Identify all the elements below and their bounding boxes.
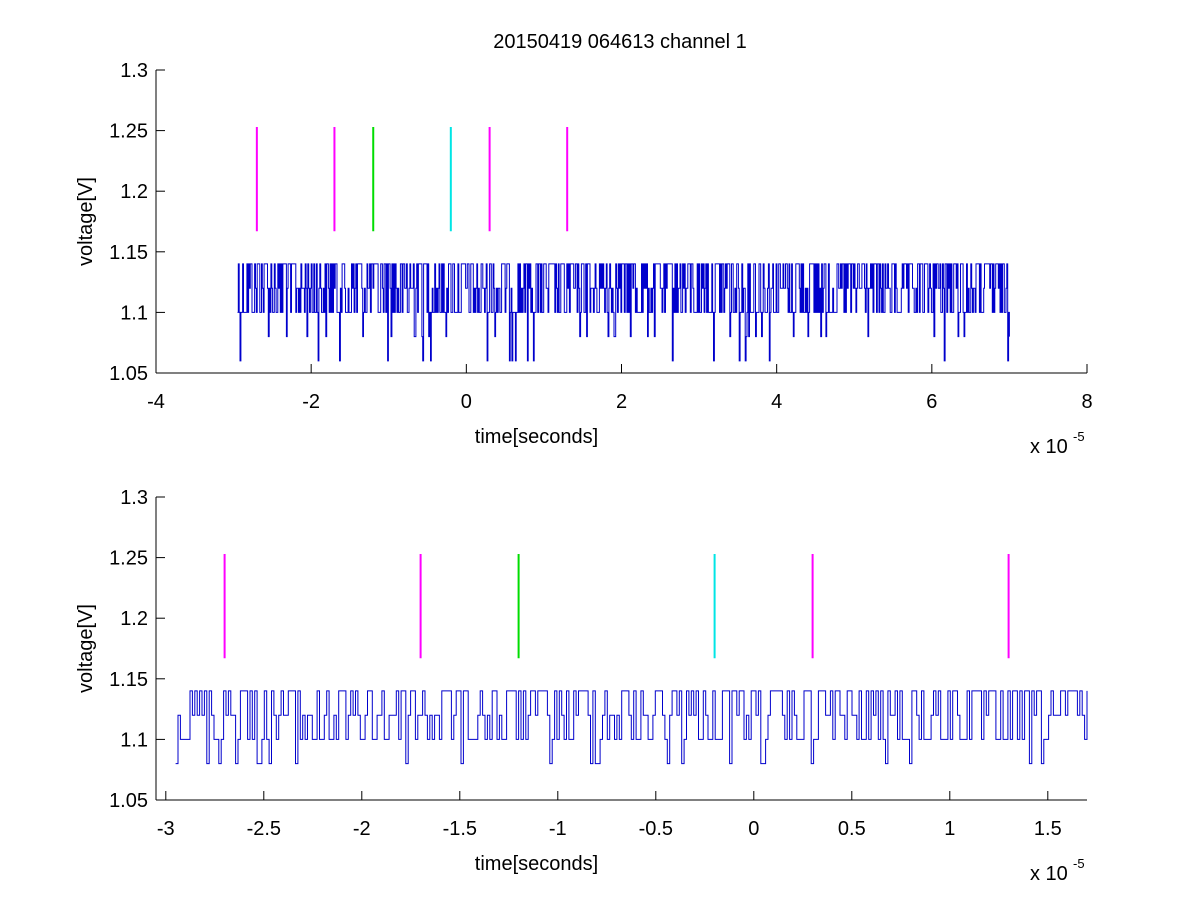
x-multiplier-label: x 10 — [1030, 436, 1068, 458]
y-tick-label: 1.25 — [109, 548, 148, 570]
x-tick-label: 8 — [1081, 391, 1092, 413]
x-tick-label: -2 — [302, 391, 320, 413]
y-axis-label: voltage[V] — [75, 604, 97, 693]
x-tick-label: -0.5 — [639, 818, 673, 840]
x-tick-label: -1.5 — [443, 818, 477, 840]
x-tick-label: 0 — [748, 818, 759, 840]
x-axis-label: time[seconds] — [475, 426, 598, 448]
bottom-plot: 1.05 1.1 1.15 1.2 1.25 1.3 -3 -2.5 -2 -1.5 -1 -0.5 0… — [75, 487, 1088, 885]
y-tick-label: 1.05 — [109, 363, 148, 385]
x-tick-label: 0 — [461, 391, 472, 413]
y-tick-label: 1.3 — [120, 60, 148, 82]
y-tick-label: 1.15 — [109, 242, 148, 264]
x-tick-label: 2 — [616, 391, 627, 413]
y-axis-label: voltage[V] — [75, 177, 97, 266]
x-tick-label: -3 — [157, 818, 175, 840]
x-tick-label: 4 — [771, 391, 782, 413]
x-multiplier-exponent: -5 — [1073, 856, 1085, 871]
x-tick-label: 1 — [944, 818, 955, 840]
x-tick-label: -2 — [353, 818, 371, 840]
x-tick-label: -1 — [549, 818, 567, 840]
x-tick-label: 6 — [926, 391, 937, 413]
y-tick-label: 1.1 — [120, 302, 148, 324]
chart-title: 20150419 064613 channel 1 — [493, 31, 747, 53]
signal-trace — [175, 690, 1088, 765]
y-tick-label: 1.05 — [109, 790, 148, 812]
y-tick-label: 1.15 — [109, 669, 148, 691]
top-plot: 1.05 1.1 1.15 1.2 1.25 1.3 -4 -2 0 2 4 6 8 time[secon… — [75, 60, 1093, 458]
x-multiplier-exponent: -5 — [1073, 429, 1085, 444]
y-tick-label: 1.2 — [120, 181, 148, 203]
y-tick-label: 1.2 — [120, 608, 148, 630]
y-tick-label: 1.1 — [120, 729, 148, 751]
x-tick-label: 0.5 — [838, 818, 866, 840]
x-tick-label: -4 — [147, 391, 165, 413]
y-tick-label: 1.3 — [120, 487, 148, 509]
x-tick-label: -2.5 — [247, 818, 281, 840]
y-tick-label: 1.25 — [109, 121, 148, 143]
x-multiplier-label: x 10 — [1030, 863, 1068, 885]
signal-trace — [237, 263, 1010, 362]
x-tick-label: 1.5 — [1034, 818, 1062, 840]
x-axis-label: time[seconds] — [475, 853, 598, 875]
